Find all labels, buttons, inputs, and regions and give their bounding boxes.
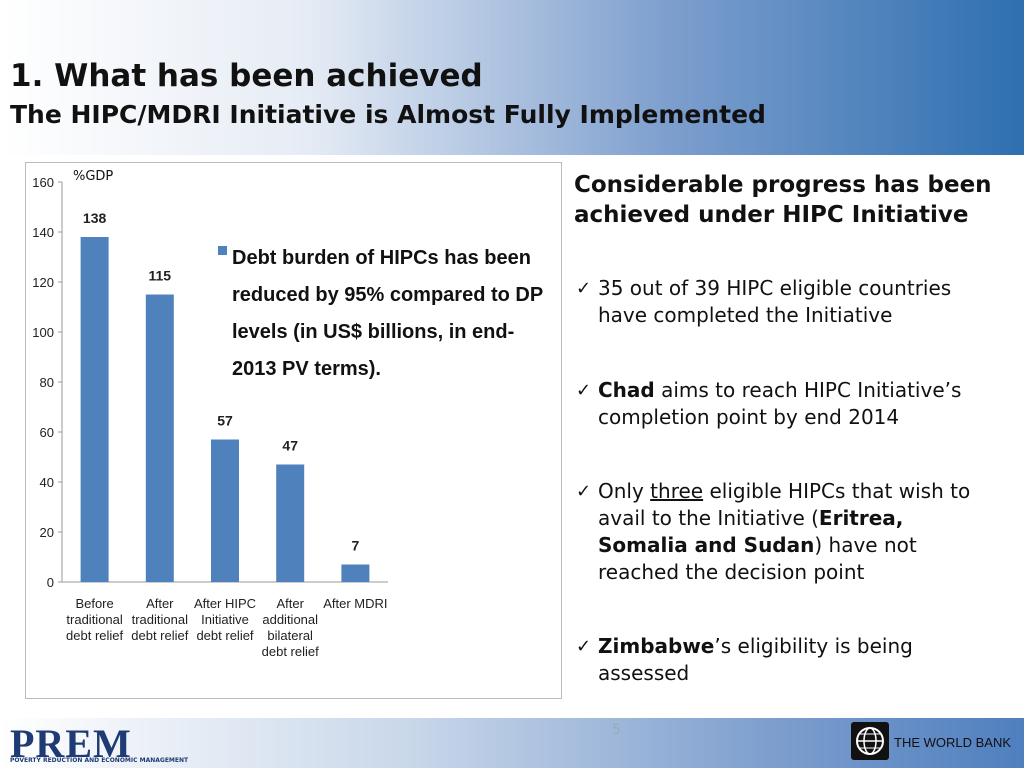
x-tick-label: After MDRI [323, 596, 388, 611]
value-label: 7 [352, 538, 360, 554]
bullet-text: aims to reach HIPC Initiative’s completi… [598, 378, 962, 429]
bar [341, 564, 370, 582]
bar [211, 439, 239, 582]
bullet-text: Eritrea, Somalia and Sudan [598, 506, 904, 557]
bullet-text: Only [598, 479, 651, 503]
y-tick-label: 0 [47, 575, 54, 590]
logo-caption: POVERTY REDUCTION AND ECONOMIC MANAGEMEN… [10, 757, 189, 764]
bullet: Chad aims to reach HIPC Initiative’s com… [576, 377, 990, 431]
logo: PREM [10, 721, 132, 766]
bullet-text: three [650, 479, 704, 503]
x-tick-label: After HIPC Initiative debt relief [193, 596, 257, 643]
subtitle: The HIPC/MDRI Initiative is Almost Fully… [10, 100, 766, 129]
bullet: Only three eligible HIPCs that wish to a… [576, 478, 990, 586]
value-label: 57 [217, 413, 233, 429]
title: 1. What has been achieved [10, 58, 483, 94]
panel-heading: Considerable progress has been achieved … [574, 172, 992, 228]
y-tick-label: 160 [32, 175, 54, 190]
value-label: 115 [149, 268, 172, 284]
y-tick-label: 140 [32, 225, 54, 240]
header-band [0, 0, 1024, 155]
value-label: 138 [83, 210, 107, 226]
y-tick-label: 100 [32, 325, 54, 340]
bar [145, 294, 174, 582]
bullet-text: Zimbabwe [598, 634, 715, 658]
y-tick-label: 60 [40, 425, 54, 440]
chart-frame [25, 162, 562, 699]
bullet-text: eligible HIPCs that wish to avail to the… [598, 479, 971, 530]
x-tick-label: After traditional debt relief [131, 596, 189, 643]
bank-icon [851, 722, 889, 760]
x-tick-label: After additional bilateral debt relief [261, 596, 319, 659]
chart-annotation: Debt burden of HIPCs has been reduced by… [232, 247, 543, 380]
page-number: 5 [612, 722, 621, 738]
legend-swatch [218, 246, 227, 255]
value-label: 47 [282, 438, 298, 454]
bar [80, 237, 109, 582]
bullet-text: ) have not reached the decision point [598, 533, 917, 584]
bar [276, 464, 305, 582]
x-tick-label: Before traditional debt relief [66, 596, 124, 643]
y-tick-label: 80 [40, 375, 54, 390]
y-label: %GDP [73, 169, 114, 184]
bank-name: THE WORLD BANK [894, 735, 1012, 750]
y-tick-label: 20 [40, 525, 54, 540]
bullet: Zimbabwe’s eligibility is being assessed [576, 633, 990, 687]
y-tick-label: 120 [32, 275, 54, 290]
globe [856, 727, 884, 755]
bullet-text: ’s eligibility is being assessed [598, 634, 913, 685]
y-tick-label: 40 [40, 475, 54, 490]
bullet: 35 out of 39 HIPC eligible countries hav… [576, 275, 990, 329]
bullet-text: Chad [598, 378, 655, 402]
bullet-text: 35 out of 39 HIPC eligible countries hav… [598, 276, 952, 327]
